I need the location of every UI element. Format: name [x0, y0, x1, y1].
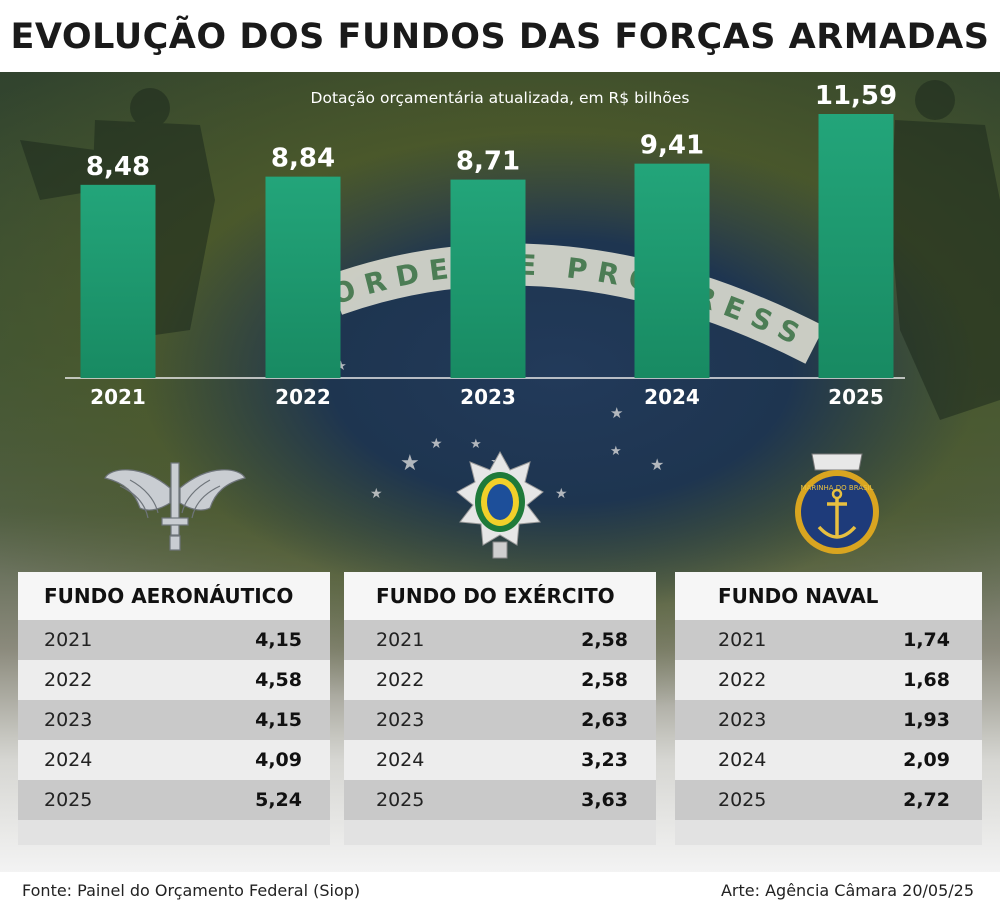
table-row: 2022 4,58 [18, 660, 330, 700]
table-row: 2024 2,09 [675, 740, 982, 780]
credit-note: Arte: Agência Câmara 20/05/25 [720, 881, 974, 900]
table-row: 2024 3,23 [344, 740, 656, 780]
row-year: 2024 [376, 749, 425, 771]
row-year: 2023 [718, 709, 767, 731]
row-year: 2023 [44, 709, 93, 731]
data-label-2023: 8,71 [456, 147, 520, 177]
row-year: 2025 [718, 789, 767, 811]
row-year: 2022 [44, 669, 93, 691]
row-year: 2024 [718, 749, 767, 771]
row-value: 3,63 [581, 789, 628, 811]
source-note: Fonte: Painel do Orçamento Federal (Siop… [22, 881, 361, 900]
svg-text:★: ★ [555, 486, 568, 502]
x-tick-label-2021: 2021 [90, 385, 146, 409]
table-fundo-exercito: FUNDO DO EXÉRCITO 2021 2,58 2022 2,58 2023… [344, 572, 656, 845]
table-row: 2025 2,72 [675, 780, 982, 820]
data-label-2021: 8,48 [86, 152, 150, 182]
svg-text:★: ★ [470, 437, 482, 452]
bar-chart: 8,48 2021 8,84 2022 8,71 2023 9,41 2024 11,59 202… [65, 81, 905, 409]
row-year: 2025 [376, 789, 425, 811]
svg-text:★: ★ [610, 404, 623, 422]
row-value: 2,72 [903, 789, 950, 811]
chart-title: EVOLUÇÃO DOS FUNDOS DAS FORÇAS ARMADAS [10, 17, 990, 57]
row-value: 5,24 [255, 789, 302, 811]
row-year: 2024 [44, 749, 93, 771]
table-row: 2022 1,68 [675, 660, 982, 700]
row-value: 2,63 [581, 709, 628, 731]
table-row: 2024 4,09 [18, 740, 330, 780]
svg-text:★: ★ [430, 436, 443, 452]
svg-text:★: ★ [370, 486, 383, 502]
svg-text:★: ★ [400, 451, 420, 476]
navy-anchor-emblem-icon: MARINHA DO BRASIL [795, 453, 879, 554]
navy-emblem-text: MARINHA DO BRASIL [801, 484, 874, 492]
row-value: 1,93 [903, 709, 950, 731]
row-year: 2022 [718, 669, 767, 691]
table-row: 2023 4,15 [18, 700, 330, 740]
x-tick-label-2023: 2023 [460, 385, 516, 409]
bar-2022 [265, 176, 341, 378]
row-value: 4,09 [255, 749, 302, 771]
bar-2024 [634, 163, 710, 378]
table-row: 2021 4,15 [18, 620, 330, 660]
x-tick-label-2022: 2022 [275, 385, 331, 409]
table-fundo-naval: FUNDO NAVAL 2021 1,74 2022 1,68 2023 1,93 2… [675, 572, 982, 845]
table-row: 2023 1,93 [675, 700, 982, 740]
chart-subtitle: Dotação orçamentária atualizada, em R$ b… [310, 89, 690, 107]
row-value: 1,74 [903, 629, 950, 651]
row-value: 2,09 [903, 749, 950, 771]
table-row: 2022 2,58 [344, 660, 656, 700]
bar-2023 [450, 179, 526, 378]
row-year: 2021 [718, 629, 767, 651]
row-value: 3,23 [581, 749, 628, 771]
svg-text:★: ★ [335, 359, 347, 374]
x-tick-label-2024: 2024 [644, 385, 700, 409]
data-label-2025: 11,59 [815, 81, 897, 111]
air-force-wings-icon [104, 462, 246, 551]
data-label-2024: 9,41 [640, 131, 704, 161]
army-star-emblem-icon [456, 450, 544, 559]
table-title: FUNDO NAVAL [718, 584, 879, 608]
table-row: 2025 5,24 [18, 780, 330, 820]
table-title: FUNDO AERONÁUTICO [44, 584, 294, 608]
table-row: 2025 3,63 [344, 780, 656, 820]
table-row: 2021 1,74 [675, 620, 982, 660]
table-fundo-aeronautico: FUNDO AERONÁUTICO 2021 4,15 2022 4,58 2023… [18, 572, 330, 845]
row-year: 2022 [376, 669, 425, 691]
bar-2021 [80, 184, 156, 378]
x-tick-label-2025: 2025 [828, 385, 884, 409]
table-row: 2023 2,63 [344, 700, 656, 740]
row-value: 1,68 [903, 669, 950, 691]
row-value: 4,15 [255, 709, 302, 731]
row-year: 2023 [376, 709, 425, 731]
svg-text:★: ★ [650, 455, 664, 474]
table-row: 2021 2,58 [344, 620, 656, 660]
row-value: 4,58 [255, 669, 302, 691]
row-value: 2,58 [581, 629, 628, 651]
svg-text:★: ★ [610, 444, 622, 459]
row-year: 2021 [376, 629, 425, 651]
data-label-2022: 8,84 [271, 144, 335, 174]
table-title: FUNDO DO EXÉRCITO [376, 584, 615, 608]
row-value: 2,58 [581, 669, 628, 691]
row-value: 4,15 [255, 629, 302, 651]
row-year: 2025 [44, 789, 93, 811]
row-year: 2021 [44, 629, 93, 651]
bar-2025 [818, 114, 894, 378]
